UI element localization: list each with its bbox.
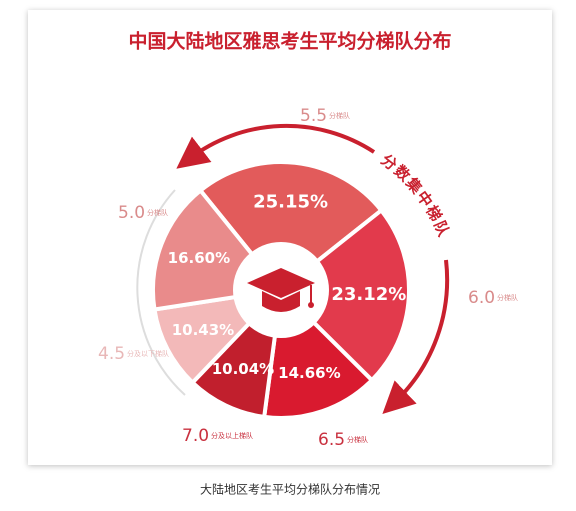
- tier-note: 分及以上梯队: [211, 431, 253, 440]
- tier-score: 4.5: [98, 344, 125, 364]
- chart-title: 中国大陆地区雅思考生平均分梯队分布: [128, 30, 451, 53]
- tier-label: 6.0 分梯队: [468, 288, 518, 308]
- cap-icon: [247, 268, 315, 312]
- tier-note: 分梯队: [147, 208, 168, 217]
- tier-score: 5.5: [300, 106, 327, 126]
- value-label: 14.66%: [278, 364, 340, 382]
- ring: [136, 189, 186, 396]
- arrow: [382, 259, 450, 415]
- pie-slice: [277, 207, 411, 383]
- tier-note: 分梯队: [347, 435, 368, 444]
- tier-note: 分及以下梯队: [127, 349, 169, 358]
- tier-label: 5.5 分梯队: [300, 106, 350, 126]
- tier-note: 分梯队: [497, 293, 518, 302]
- value-label: 25.15%: [253, 192, 328, 213]
- tier-label: 5.0 分梯队: [118, 203, 168, 223]
- value-label: 10.43%: [172, 321, 234, 339]
- tier-score: 6.0: [468, 288, 495, 308]
- value-label: 23.12%: [331, 284, 406, 305]
- value-label: 16.60%: [168, 249, 230, 267]
- caption: 大陆地区考生平均分梯队分布情况: [200, 482, 380, 497]
- tier-note: 分梯队: [329, 111, 350, 120]
- pie-slice: [197, 160, 385, 293]
- tier-score: 7.0: [182, 426, 209, 446]
- tier-label: 7.0 分及以上梯队: [182, 426, 253, 446]
- tier-score: 6.5: [318, 430, 345, 450]
- arrow: [176, 123, 376, 169]
- tier-score: 5.0: [118, 203, 145, 223]
- tier-label: 6.5 分梯队: [318, 430, 368, 450]
- value-label: 10.04%: [212, 360, 274, 378]
- tier-label: 4.5 分及以下梯队: [98, 344, 169, 364]
